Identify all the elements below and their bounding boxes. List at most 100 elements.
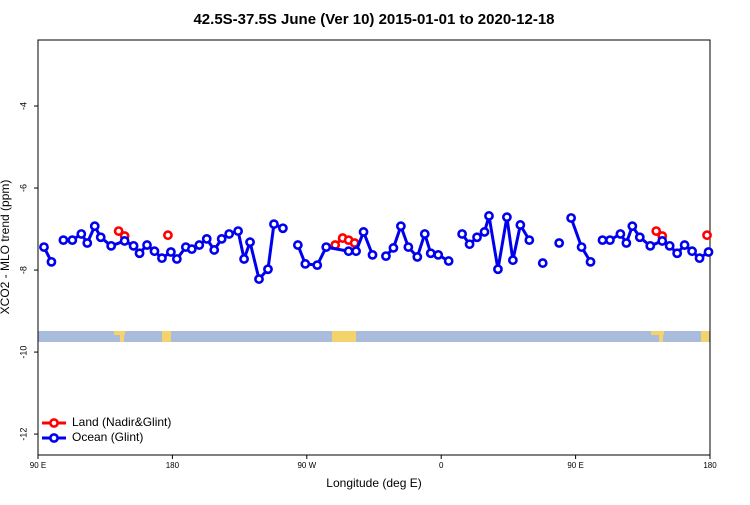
- point: [119, 236, 130, 246]
- point: [524, 235, 535, 246]
- point: [381, 251, 391, 262]
- point: [358, 227, 369, 237]
- point: [419, 229, 430, 239]
- point: [216, 233, 227, 244]
- point: [95, 232, 106, 243]
- point: [166, 247, 176, 257]
- point: [703, 247, 714, 257]
- legend-item: Land (Nadir&Glint): [42, 415, 171, 429]
- point: [597, 235, 608, 246]
- point: [507, 255, 518, 266]
- x-tick-label: 90 E: [30, 461, 46, 470]
- point: [702, 230, 712, 241]
- point: [687, 246, 697, 257]
- point: [472, 232, 482, 243]
- x-tick-label: 90 W: [297, 461, 316, 470]
- point: [269, 219, 279, 230]
- point: [433, 249, 444, 260]
- point: [233, 226, 244, 236]
- x-tick-label: 180: [166, 461, 180, 470]
- point: [388, 243, 399, 253]
- point: [292, 240, 303, 250]
- point: [134, 248, 145, 259]
- point: [89, 221, 100, 232]
- point: [67, 235, 78, 246]
- point: [457, 229, 468, 239]
- point: [278, 223, 288, 234]
- point: [395, 221, 406, 232]
- point: [672, 248, 683, 259]
- point: [46, 256, 57, 267]
- point: [585, 256, 596, 267]
- point: [502, 212, 512, 223]
- point: [645, 240, 656, 251]
- point: [621, 238, 632, 248]
- point: [694, 253, 705, 264]
- point: [615, 229, 626, 239]
- x-tick-label: 180: [703, 461, 717, 470]
- point: [627, 221, 638, 232]
- legend-label: Land (Nadir&Glint): [72, 415, 171, 429]
- y-tick-label: -10: [18, 346, 28, 359]
- point: [351, 246, 361, 257]
- y-tick-label: -12: [18, 428, 28, 441]
- point: [464, 239, 475, 250]
- point: [443, 256, 454, 266]
- point: [128, 240, 139, 251]
- point: [634, 232, 645, 243]
- point: [566, 213, 577, 223]
- point: [412, 252, 423, 262]
- point: [664, 240, 675, 251]
- point: [425, 248, 436, 259]
- point: [321, 242, 332, 252]
- series: [39, 211, 714, 284]
- point: [576, 242, 587, 252]
- legend-marker: [49, 433, 59, 443]
- point: [106, 240, 117, 251]
- point: [651, 226, 662, 236]
- land-mask-strip: [38, 331, 710, 342]
- point: [679, 240, 690, 250]
- point: [245, 237, 255, 248]
- point: [39, 242, 49, 252]
- point: [403, 242, 414, 252]
- point: [239, 254, 249, 264]
- point: [300, 259, 311, 269]
- point: [554, 238, 565, 248]
- point: [201, 233, 212, 244]
- y-axis-label: XCO2 - MLO trend (ppm): [0, 180, 12, 315]
- point: [263, 264, 273, 275]
- point: [367, 249, 378, 260]
- point: [113, 226, 124, 236]
- point: [312, 260, 323, 271]
- point: [479, 227, 490, 237]
- point: [186, 244, 197, 255]
- x-tick-label: 0: [439, 461, 444, 470]
- point: [142, 240, 152, 250]
- point: [157, 253, 167, 264]
- point: [537, 258, 548, 268]
- point: [194, 240, 205, 250]
- legend-marker: [49, 418, 59, 428]
- point: [163, 230, 173, 241]
- plot-frame: [37, 39, 711, 456]
- point: [493, 264, 503, 275]
- point: [343, 246, 354, 257]
- point: [224, 229, 235, 239]
- y-tick-label: -4: [18, 102, 28, 110]
- point: [58, 235, 69, 246]
- point: [657, 236, 668, 246]
- x-tick-label: 90 E: [567, 461, 583, 470]
- point: [76, 229, 87, 239]
- chart-title: 42.5S-37.5S June (Ver 10) 2015-01-01 to …: [193, 11, 554, 28]
- point: [149, 246, 160, 257]
- legend-label: Ocean (Glint): [72, 430, 143, 444]
- point: [171, 254, 182, 264]
- legend-item: Ocean (Glint): [42, 430, 143, 444]
- point: [82, 238, 93, 248]
- y-tick-label: -8: [18, 266, 28, 274]
- point: [254, 274, 264, 284]
- point: [484, 211, 494, 221]
- x-axis-label: Longitude (deg E): [326, 476, 421, 490]
- point: [515, 220, 526, 230]
